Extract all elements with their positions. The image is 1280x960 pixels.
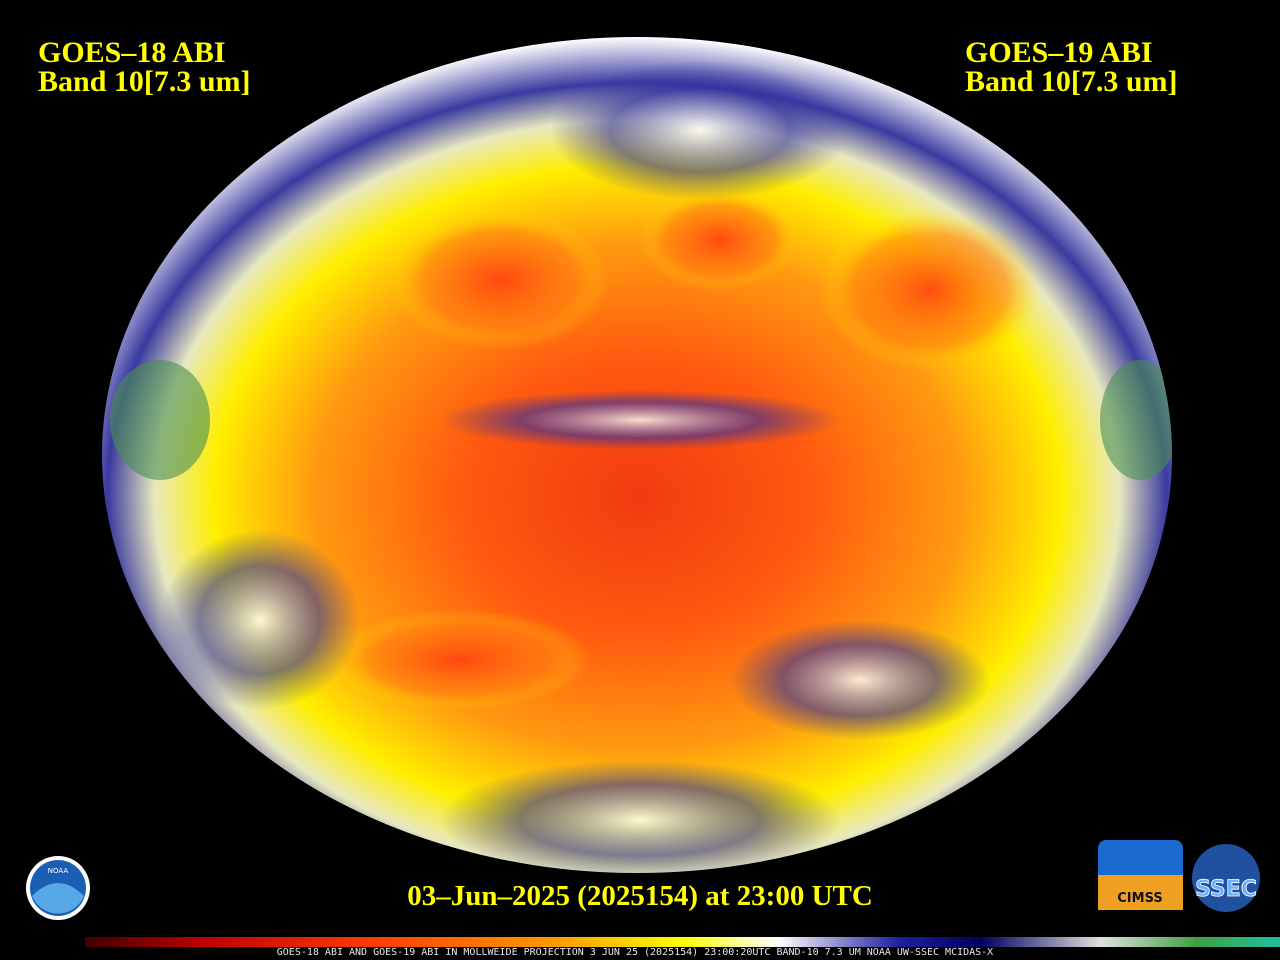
colorbar-caption: GOES-18 ABI AND GOES-19 ABI IN MOLLWEIDE… — [277, 947, 993, 958]
noaa-text: NOAA — [48, 867, 69, 875]
right-band: Band 10[7.3 um] — [965, 65, 1178, 98]
cimss-text: CIMSS — [1117, 891, 1162, 906]
colorbar — [85, 937, 1280, 947]
noaa-logo: NOAA — [26, 856, 90, 920]
left-band: Band 10[7.3 um] — [38, 65, 251, 98]
weather-features — [110, 60, 1172, 873]
ssec-logo: SSEC — [1192, 844, 1260, 912]
cimss-logo: CIMSS — [1098, 840, 1183, 910]
ssec-text: SSEC — [1195, 877, 1257, 902]
right-satellite: GOES–19 ABI — [965, 36, 1153, 69]
left-satellite: GOES–18 ABI — [38, 36, 226, 69]
timestamp: 03–Jun–2025 (2025154) at 23:00 UTC — [407, 880, 873, 912]
